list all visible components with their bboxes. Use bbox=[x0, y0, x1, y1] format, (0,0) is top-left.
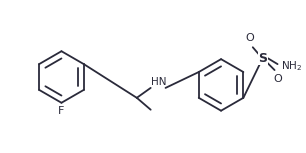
Text: HN: HN bbox=[151, 77, 166, 87]
Text: O: O bbox=[245, 33, 254, 43]
Text: F: F bbox=[58, 106, 65, 116]
Text: O: O bbox=[273, 74, 282, 84]
Text: NH$_2$: NH$_2$ bbox=[281, 59, 302, 73]
Text: S: S bbox=[258, 52, 267, 65]
